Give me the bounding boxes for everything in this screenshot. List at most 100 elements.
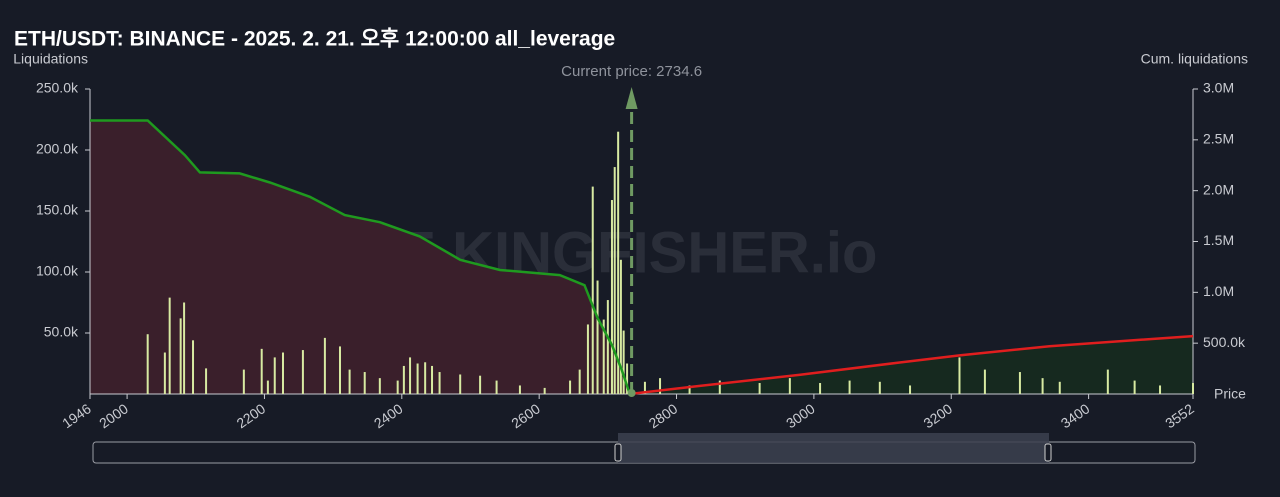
bar <box>348 369 351 394</box>
current-price-arrow <box>625 87 638 109</box>
x-tick-label: 3000 <box>783 400 818 431</box>
bar <box>424 362 427 394</box>
bar <box>578 369 581 394</box>
x-tick-label: 2400 <box>371 400 406 431</box>
current-price-label: Current price: 2734.6 <box>561 63 702 80</box>
x-tick-label: 2800 <box>646 400 681 431</box>
bar <box>569 380 572 394</box>
y-tick-label: 150.0k <box>36 202 79 218</box>
y-tick-label: 200.0k <box>36 141 79 157</box>
cum-line <box>629 334 1194 396</box>
bar <box>617 131 620 394</box>
x-tick-label: 3400 <box>1058 400 1093 431</box>
y2-tick-label: 1.0M <box>1203 283 1234 299</box>
bar <box>518 385 521 394</box>
chart-title: ETH/USDT: BINANCE - 2025. 2. 21. 오후 12:0… <box>14 27 615 51</box>
bar <box>622 330 625 394</box>
bar <box>659 378 662 394</box>
y2-tick-label: 2.5M <box>1203 131 1234 147</box>
bar <box>205 368 208 394</box>
bar <box>396 380 399 394</box>
bar <box>848 380 851 394</box>
bar <box>323 337 326 394</box>
y-tick-label: 50.0k <box>44 324 79 340</box>
bar <box>819 383 822 394</box>
bar <box>459 374 462 394</box>
x-tick-label: 2600 <box>508 400 543 431</box>
bar <box>909 385 912 394</box>
x-tick-label: 1946 <box>59 400 94 431</box>
cum-area <box>629 336 1193 394</box>
bar <box>643 381 646 394</box>
navigator-handle[interactable] <box>614 443 622 462</box>
bar <box>586 324 589 394</box>
bar <box>1159 385 1162 394</box>
y-tick-label: 100.0k <box>36 263 79 279</box>
bar <box>878 381 881 394</box>
bar <box>409 357 412 394</box>
bar <box>438 372 441 394</box>
bar <box>596 280 599 394</box>
current-price-dot <box>627 389 636 397</box>
bar <box>610 200 613 394</box>
bar <box>363 372 366 394</box>
x-tick-label: 3552 <box>1162 400 1197 431</box>
bar <box>479 375 482 394</box>
bar <box>402 365 405 394</box>
bar <box>495 380 498 394</box>
y2-tick-label: 1.5M <box>1203 232 1234 248</box>
x-tick-label: 3200 <box>920 400 955 431</box>
x-tick-label: 2200 <box>234 400 269 431</box>
bar <box>613 167 616 394</box>
x-tick-label: 2000 <box>96 400 131 431</box>
bar <box>788 378 791 394</box>
bar <box>378 378 381 394</box>
bar <box>602 319 605 394</box>
navigator[interactable] <box>92 433 1196 464</box>
bar <box>266 380 269 394</box>
bar <box>301 350 304 394</box>
bar <box>626 363 629 394</box>
bar <box>718 380 721 394</box>
bar <box>183 302 186 394</box>
y-axis-label: Liquidations <box>13 51 88 67</box>
cum-line <box>90 119 631 395</box>
bar <box>416 363 419 394</box>
bar <box>242 369 245 394</box>
bar <box>281 352 284 394</box>
bar <box>606 300 609 394</box>
bar <box>1106 369 1109 394</box>
bar <box>958 357 961 394</box>
bar <box>1133 380 1136 394</box>
bar <box>1058 381 1061 394</box>
y2-axis-label: Cum. liquidations <box>1141 51 1248 67</box>
bar <box>192 340 195 394</box>
y2-tick-label: 500.0k <box>1203 334 1246 350</box>
bar <box>431 365 434 394</box>
bar <box>983 369 986 394</box>
bar <box>543 387 546 394</box>
cum-area <box>90 120 630 394</box>
bar <box>260 348 263 394</box>
bar <box>758 383 761 394</box>
navigator-window[interactable] <box>618 433 1049 463</box>
x-axis-label: Price <box>1214 386 1246 402</box>
bar <box>1192 383 1194 394</box>
bar <box>146 334 149 394</box>
bar <box>619 259 622 394</box>
bar <box>591 186 594 394</box>
bar <box>273 357 276 394</box>
bar <box>179 318 182 394</box>
y2-tick-label: 3.0M <box>1203 80 1234 96</box>
y2-tick-label: 2.0M <box>1203 181 1234 197</box>
bar <box>338 346 341 394</box>
bar <box>163 352 166 394</box>
navigator-handle[interactable] <box>1044 443 1052 462</box>
bar <box>688 385 691 394</box>
bar <box>168 297 171 394</box>
bar <box>1041 378 1044 394</box>
y-tick-label: 250.0k <box>36 80 79 96</box>
bar <box>1018 372 1021 394</box>
